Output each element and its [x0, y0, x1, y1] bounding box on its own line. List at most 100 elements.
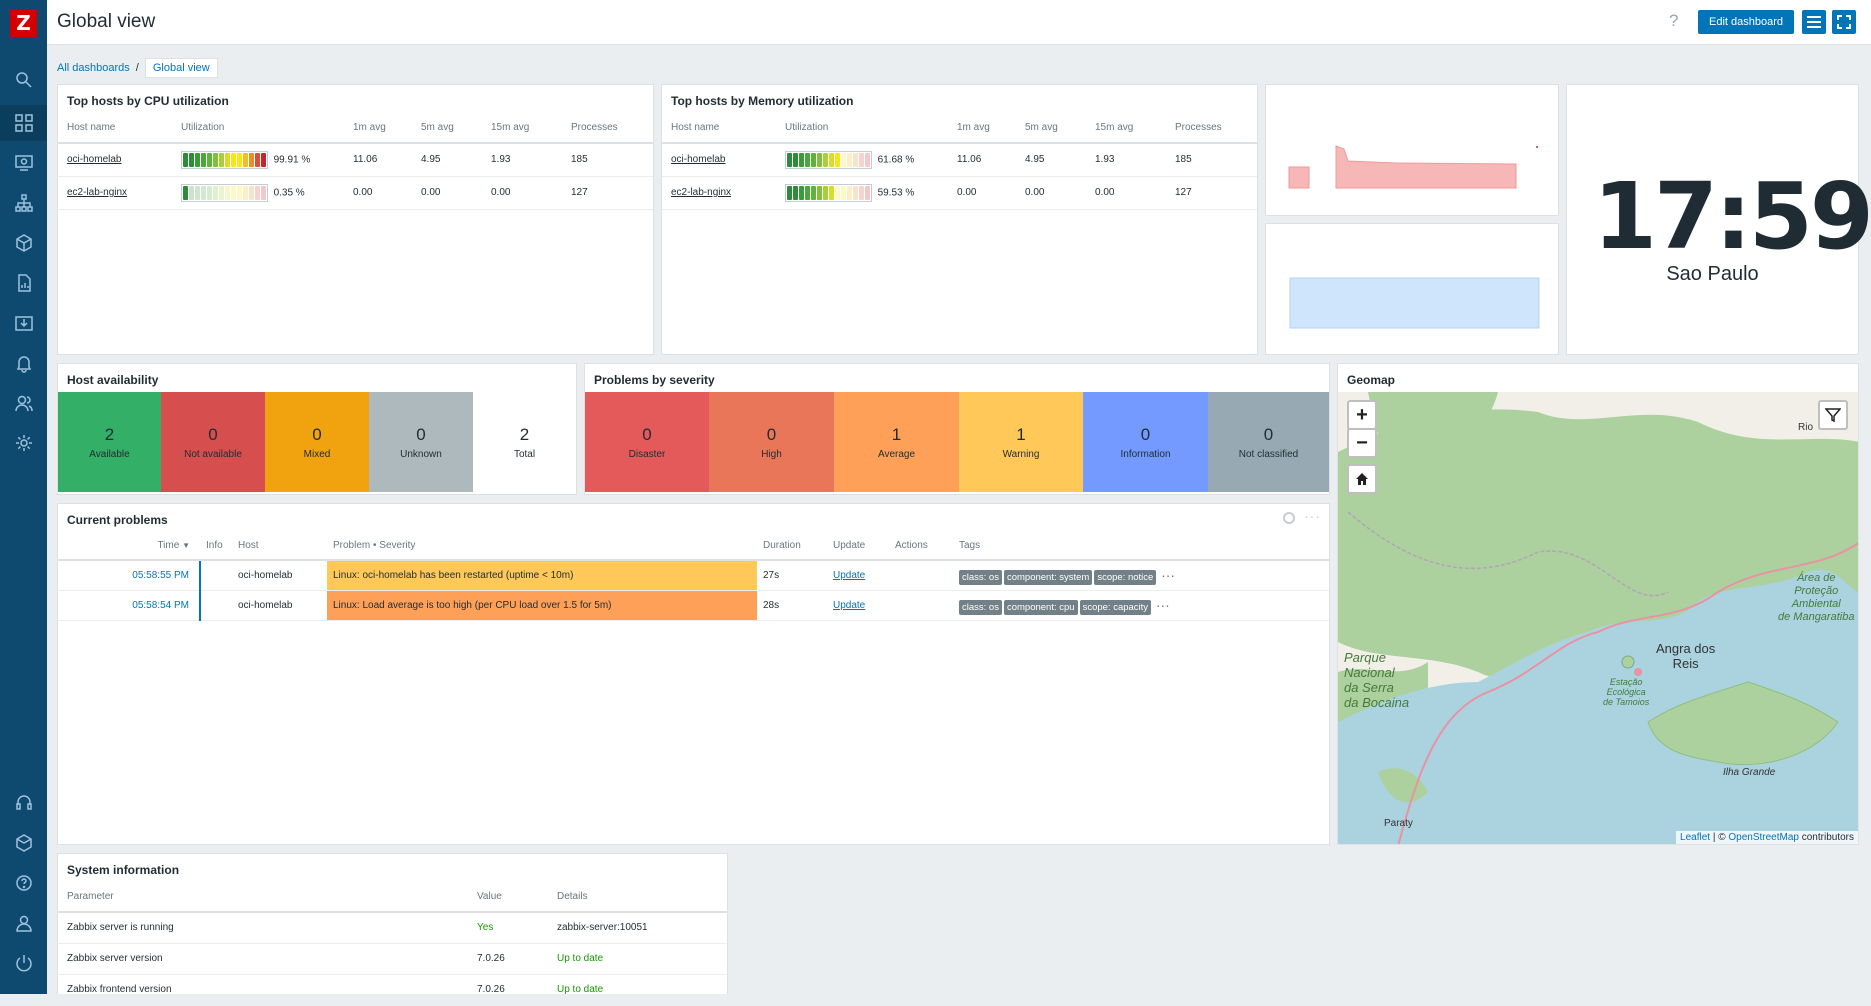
administration-icon[interactable] — [0, 425, 47, 461]
tile-average[interactable]: 1 Average — [834, 392, 959, 492]
more-options-icon[interactable]: ··· — [1304, 508, 1321, 524]
tag[interactable]: class: os — [959, 570, 1002, 586]
tag[interactable]: scope: notice — [1094, 570, 1157, 586]
clock-zone: Sao Paulo — [1666, 263, 1759, 285]
bar-segment — [841, 185, 846, 200]
zoom-out-button[interactable]: − — [1347, 428, 1377, 458]
zabbix-logo[interactable]: Z — [10, 10, 37, 37]
bar-segment — [817, 152, 822, 167]
bar-segment — [799, 185, 804, 200]
col-1m: 1m avg — [948, 113, 1016, 144]
monitoring-icon[interactable] — [0, 145, 47, 181]
more-tags-icon[interactable]: ··· — [1161, 567, 1176, 584]
avg-1m: 0.00 — [948, 176, 1016, 210]
user-settings-icon[interactable] — [0, 905, 47, 941]
tile-high[interactable]: 0 High — [709, 392, 834, 492]
inventory-icon[interactable] — [0, 225, 47, 261]
util-value: 99.91 % — [273, 154, 311, 166]
tile-warning[interactable]: 1 Warning — [959, 392, 1083, 492]
system-information-table: Parameter Value Details Zabbix server is… — [58, 882, 727, 1006]
more-tags-icon[interactable]: ··· — [1155, 597, 1170, 613]
tag[interactable]: component: cpu — [1003, 600, 1078, 615]
tile-total[interactable]: 2 Total — [473, 392, 576, 492]
breadcrumb-all-dashboards[interactable]: All dashboards — [57, 61, 130, 74]
breadcrumb-current[interactable]: Global view — [144, 57, 218, 78]
avg-1m: 11.06 — [344, 143, 412, 177]
host-link[interactable]: ec2-lab-nginx — [67, 187, 128, 198]
cpu-widget-title: Top hosts by CPU utilization — [67, 94, 229, 108]
leaflet-link[interactable]: Leaflet — [1680, 832, 1711, 843]
cpu-sparkline — [1288, 145, 1538, 189]
bar-segment — [805, 185, 810, 200]
system-information-title: System information — [67, 863, 180, 877]
bar-segment — [835, 185, 840, 200]
tile-information[interactable]: 0 Information — [1083, 392, 1208, 492]
zoom-in-button[interactable]: + — [1347, 400, 1377, 430]
tile-count: 0 — [1140, 424, 1151, 444]
tag[interactable]: component: system — [1003, 570, 1093, 586]
tag[interactable]: class: os — [959, 600, 1002, 615]
host-link[interactable]: ec2-lab-nginx — [671, 187, 732, 198]
filter-icon[interactable] — [1818, 400, 1848, 430]
host-link[interactable]: oci-homelab — [671, 154, 726, 166]
help-icon[interactable]: ? — [1669, 11, 1679, 30]
col-5m: 5m avg — [1016, 113, 1086, 144]
bar-segment — [237, 185, 242, 200]
dashboards-icon[interactable] — [0, 105, 47, 141]
tile-label: Available — [89, 448, 130, 460]
problem-time-link[interactable]: 05:58:54 PM — [132, 599, 189, 611]
users-icon[interactable] — [0, 385, 47, 421]
problem-name[interactable]: Linux: oci-homelab has been restarted (u… — [327, 560, 757, 591]
problem-host[interactable]: oci-homelab — [232, 590, 327, 621]
reports-icon[interactable] — [0, 265, 47, 301]
home-icon[interactable] — [1347, 464, 1377, 494]
tile-disaster[interactable]: 0 Disaster — [585, 392, 709, 492]
alerts-icon[interactable] — [0, 345, 47, 381]
col-15m: 15m avg — [1086, 113, 1166, 144]
bar-segment — [195, 152, 200, 167]
col-time[interactable]: Time ▼ — [58, 532, 200, 561]
tile-label: Disaster — [628, 448, 666, 460]
update-link[interactable]: Update — [833, 599, 866, 611]
problem-time-link[interactable]: 05:58:55 PM — [132, 569, 189, 581]
col-15m: 15m avg — [482, 113, 562, 144]
table-row: 05:58:55 PM oci-homelab Linux: oci-homel… — [58, 560, 1329, 591]
tile-not-available[interactable]: 0 Not available — [161, 392, 265, 492]
fullscreen-icon[interactable] — [1832, 10, 1856, 34]
tile-unknown[interactable]: 0 Unknown — [369, 392, 473, 492]
cpu-widget: Top hosts by CPU utilization Host name U… — [57, 84, 654, 355]
table-row: Zabbix server version 7.0.26 Up to date — [58, 943, 727, 975]
problems-by-severity-title: Problems by severity — [594, 373, 715, 387]
map-canvas[interactable] — [1338, 392, 1859, 845]
osm-link[interactable]: OpenStreetMap — [1728, 832, 1799, 843]
integrations-icon[interactable] — [0, 825, 47, 861]
bar-segment — [823, 185, 828, 200]
data-collection-icon[interactable] — [0, 305, 47, 341]
problem-host[interactable]: oci-homelab — [232, 560, 327, 591]
gear-icon[interactable] — [1283, 512, 1295, 524]
bar-segment — [847, 152, 852, 167]
bar-segment — [787, 152, 792, 167]
support-icon[interactable] — [0, 785, 47, 821]
menu-icon[interactable] — [1802, 10, 1826, 34]
update-link[interactable]: Update — [833, 569, 866, 581]
tile-available[interactable]: 2 Available — [58, 392, 161, 492]
bar-segment — [261, 152, 266, 167]
map-label-paraty: Paraty — [1384, 818, 1413, 829]
cpu-sparkline-widget — [1265, 84, 1559, 216]
clock-time: 17:59 — [1593, 163, 1871, 270]
help-icon[interactable] — [0, 865, 47, 901]
services-icon[interactable] — [0, 185, 47, 221]
tile-not-classified[interactable]: 0 Not classified — [1208, 392, 1329, 492]
tag[interactable]: scope: capacity — [1079, 600, 1152, 615]
host-link[interactable]: oci-homelab — [67, 154, 122, 166]
problem-name[interactable]: Linux: Load average is too high (per CPU… — [327, 590, 757, 621]
memory-bar — [785, 183, 872, 202]
page-title: Global view — [57, 11, 156, 32]
tile-count: 1 — [891, 424, 902, 444]
tile-mixed[interactable]: 0 Mixed — [265, 392, 369, 492]
edit-dashboard-button[interactable]: Edit dashboard — [1698, 10, 1794, 34]
value: Yes — [468, 912, 548, 944]
sign-out-icon[interactable] — [0, 945, 47, 981]
search-icon[interactable] — [0, 62, 47, 98]
